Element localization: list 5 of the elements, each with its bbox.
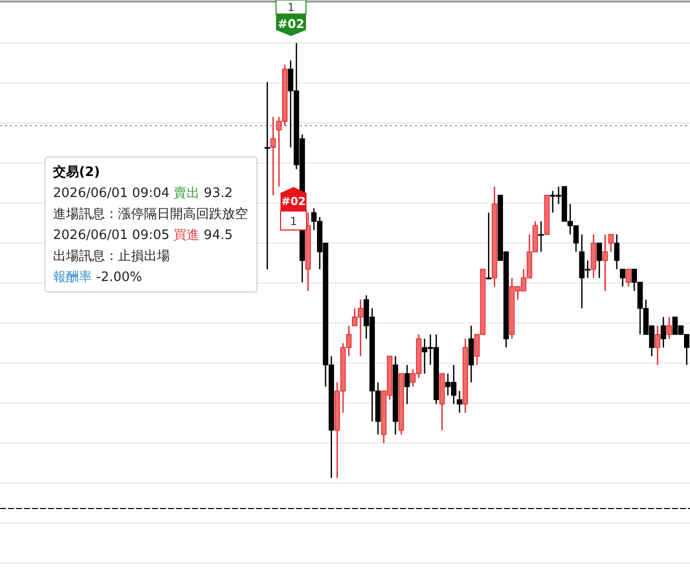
annotation: 1 (290, 215, 297, 228)
flag-sell: 1 #02 (276, 0, 306, 36)
flag-buy: #02 1 (280, 187, 307, 230)
tooltip: 交易(2) 2026/06/01 09:04 賣出 93.2 進場訊息：漲停隔日開高回跌放空 2026/06/01 09:05 買進 94.5 出場訊息：止損出場 報酬率 -2.00% (44, 156, 258, 292)
annotation: #02 (281, 195, 306, 208)
